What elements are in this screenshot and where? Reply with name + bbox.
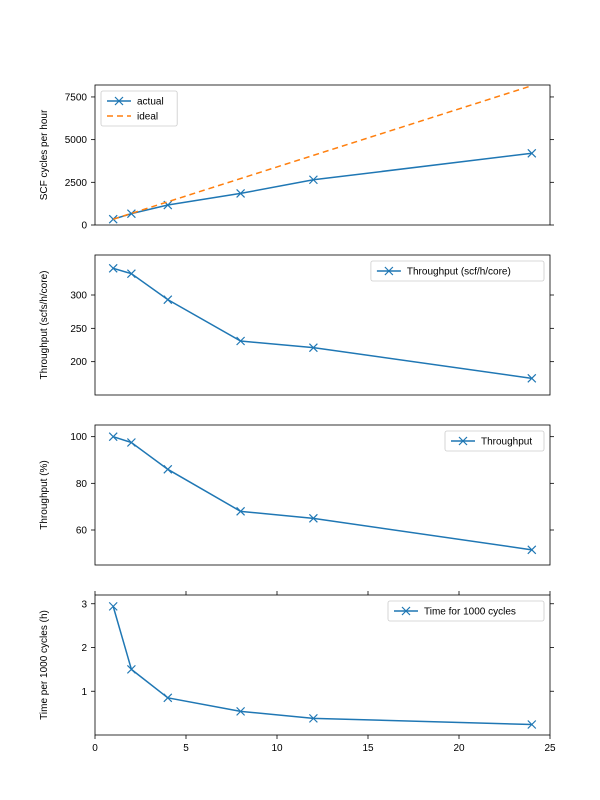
ytick-label: 60 [76, 526, 88, 537]
xtick-label: 5 [183, 743, 189, 754]
xtick-label: 20 [453, 743, 465, 754]
ytick-label: 250 [70, 324, 87, 335]
ytick-label: 5000 [65, 135, 88, 146]
ytick-label: 100 [70, 432, 87, 443]
legend-item-label: Throughput (scf/h/core) [407, 267, 511, 278]
series-line-Throughput [113, 437, 532, 550]
xtick-label: 25 [544, 743, 556, 754]
figure-svg: 0250050007500SCF cycles per houractualid… [0, 0, 600, 800]
ytick-label: 200 [70, 357, 87, 368]
legend-item-label: ideal [137, 112, 158, 123]
legend-item-label: Throughput [481, 437, 532, 448]
ytick-label: 80 [76, 479, 88, 490]
ytick-label: 300 [70, 291, 87, 302]
ytick-label: 0 [81, 221, 87, 232]
ytick-label: 2 [81, 643, 87, 654]
ytick-label: 2500 [65, 178, 88, 189]
legend-item-label: actual [137, 97, 164, 108]
figure-container: 0250050007500SCF cycles per houractualid… [0, 0, 600, 800]
ytick-label: 7500 [65, 92, 88, 103]
xtick-label: 15 [362, 743, 374, 754]
panel4: 1 2 3 0 5 10 15 20 25 Time per 1000 cycles (h) Tim… [39, 591, 556, 754]
legend: Throughput [445, 431, 544, 451]
xtick-label: 0 [92, 743, 98, 754]
series-line-Time for 1000 cycles [113, 606, 532, 724]
legend: Time for 1000 cycles [388, 601, 544, 621]
y-axis-label: Time per 1000 cycles (h) [39, 610, 50, 720]
ytick-label: 1 [81, 687, 87, 698]
panel2: 200 250 300 Throughput (scfs/h/core) Through… [39, 255, 554, 395]
y-axis-label: SCF cycles per hour [39, 109, 50, 200]
ytick-label: 3 [81, 599, 87, 610]
legend-item-label: Time for 1000 cycles [424, 607, 516, 618]
legend: actual ideal [101, 91, 177, 126]
y-axis-label: Throughput (%) [39, 460, 50, 529]
legend: Throughput (scf/h/core) [371, 261, 544, 281]
series-line-actual [113, 153, 532, 219]
panel3: 60 80 100 Throughput (%) Throughput [39, 425, 554, 565]
y-axis-label: Throughput (scfs/h/core) [39, 271, 50, 380]
panel1: 0 2500 5000 7500 SCF cycles per hour actual id… [39, 85, 554, 232]
series-line-Throughput (scf/h/core) [113, 268, 532, 378]
xtick-label: 10 [271, 743, 283, 754]
